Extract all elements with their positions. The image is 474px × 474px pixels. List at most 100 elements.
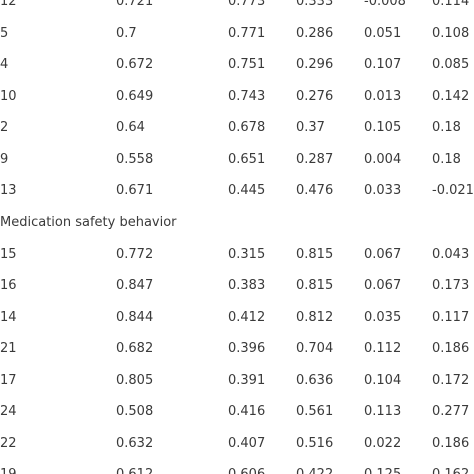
value-cell: 0.407 — [228, 435, 266, 451]
item-number: 14 — [0, 309, 17, 325]
value-cell: 0.067 — [364, 278, 402, 294]
value-cell: 0.022 — [364, 435, 402, 451]
value-cell: 0.043 — [432, 246, 470, 262]
table-row: 5 0.7 0.771 0.286 0.051 0.108 — [0, 18, 474, 50]
value-cell: 0.035 — [364, 309, 402, 325]
value-cell: 0.173 — [432, 278, 470, 294]
value-cell: 0.416 — [228, 404, 266, 420]
value-cell: 0.117 — [432, 309, 470, 325]
value-cell: 0.773 — [228, 0, 266, 10]
value-cell: 0.606 — [228, 466, 266, 474]
value-cell: 0.085 — [432, 57, 470, 73]
table-row: 21 0.682 0.396 0.704 0.112 0.186 — [0, 333, 474, 365]
value-cell: 0.815 — [296, 278, 334, 294]
item-number: 17 — [0, 372, 17, 388]
value-cell: 0.277 — [432, 404, 470, 420]
value-cell: 0.013 — [364, 88, 402, 104]
value-cell: 0.296 — [296, 57, 334, 73]
value-cell: 0.651 — [228, 151, 266, 167]
value-cell: 0.172 — [432, 372, 470, 388]
table-row: 14 0.844 0.412 0.812 0.035 0.117 — [0, 302, 474, 334]
value-cell: 0.004 — [364, 151, 402, 167]
value-cell: 0.751 — [228, 57, 266, 73]
value-cell: 0.561 — [296, 404, 334, 420]
value-cell: 0.508 — [116, 404, 154, 420]
value-cell: 0.276 — [296, 88, 334, 104]
table-row: 10 0.649 0.743 0.276 0.013 0.142 — [0, 81, 474, 113]
value-cell: 0.476 — [296, 183, 334, 199]
table-row: 24 0.508 0.416 0.561 0.113 0.277 — [0, 396, 474, 428]
item-number: 15 — [0, 246, 17, 262]
item-number: 4 — [0, 57, 9, 73]
value-cell: 0.558 — [116, 151, 154, 167]
value-cell: 0.636 — [296, 372, 334, 388]
section-label: Medication safety behavior — [0, 215, 177, 230]
value-cell: 0.105 — [364, 120, 402, 136]
value-cell: 0.383 — [228, 278, 266, 294]
value-cell: 0.18 — [432, 120, 461, 136]
value-cell: 0.682 — [116, 341, 154, 357]
table-row: 16 0.847 0.383 0.815 0.067 0.173 — [0, 270, 474, 302]
value-cell: 0.678 — [228, 120, 266, 136]
value-cell: 0.743 — [228, 88, 266, 104]
value-cell: 0.108 — [432, 25, 470, 41]
value-cell: 0.113 — [364, 404, 402, 420]
item-number: 2 — [0, 120, 9, 136]
item-number: 12 — [0, 0, 17, 10]
value-cell: 0.516 — [296, 435, 334, 451]
value-cell: 0.107 — [364, 57, 402, 73]
value-cell: 0.067 — [364, 246, 402, 262]
value-cell: 0.162 — [432, 466, 470, 474]
value-cell: 0.704 — [296, 341, 334, 357]
item-number: 9 — [0, 151, 9, 167]
value-cell: 0.287 — [296, 151, 334, 167]
item-number: 13 — [0, 183, 17, 199]
table-row: 22 0.632 0.407 0.516 0.022 0.186 — [0, 428, 474, 460]
value-cell: -0.021 — [432, 183, 474, 199]
value-cell: 0.672 — [116, 57, 154, 73]
value-cell: 0.186 — [432, 341, 470, 357]
value-cell: 0.64 — [116, 120, 145, 136]
value-cell: 0.112 — [364, 341, 402, 357]
value-cell: 0.649 — [116, 88, 154, 104]
table-row: 13 0.671 0.445 0.476 0.033 -0.021 — [0, 175, 474, 207]
table-row: 19 0.612 0.606 0.422 0.125 0.162 — [0, 459, 474, 474]
value-cell: 0.315 — [228, 246, 266, 262]
value-cell: 0.412 — [228, 309, 266, 325]
table-row: 17 0.805 0.391 0.636 0.104 0.172 — [0, 365, 474, 397]
item-number: 19 — [0, 466, 17, 474]
value-cell: 0.812 — [296, 309, 334, 325]
value-cell: 0.445 — [228, 183, 266, 199]
value-cell: 0.142 — [432, 88, 470, 104]
value-cell: 0.772 — [116, 246, 154, 262]
value-cell: 0.771 — [228, 25, 266, 41]
value-cell: 0.104 — [364, 372, 402, 388]
table-row: 2 0.64 0.678 0.37 0.105 0.18 — [0, 112, 474, 144]
item-number: 10 — [0, 88, 17, 104]
value-cell: 0.051 — [364, 25, 402, 41]
value-cell: 0.37 — [296, 120, 325, 136]
item-number: 21 — [0, 341, 17, 357]
value-cell: 0.7 — [116, 25, 137, 41]
value-cell: 0.805 — [116, 372, 154, 388]
section-row: Medication safety behavior — [0, 207, 474, 239]
table-row: 4 0.672 0.751 0.296 0.107 0.085 — [0, 49, 474, 81]
value-cell: 0.815 — [296, 246, 334, 262]
item-number: 5 — [0, 25, 9, 41]
value-cell: 0.186 — [432, 435, 470, 451]
table-row: 12 0.721 0.773 0.333 -0.008 0.114 — [0, 0, 474, 18]
value-cell: 0.422 — [296, 466, 334, 474]
value-cell: 0.286 — [296, 25, 334, 41]
value-cell: 0.612 — [116, 466, 154, 474]
value-cell: 0.847 — [116, 278, 154, 294]
table-row: 15 0.772 0.315 0.815 0.067 0.043 — [0, 239, 474, 271]
item-number: 22 — [0, 435, 17, 451]
value-cell: 0.721 — [116, 0, 154, 10]
value-cell: 0.632 — [116, 435, 154, 451]
table-row: 9 0.558 0.651 0.287 0.004 0.18 — [0, 144, 474, 176]
item-number: 16 — [0, 278, 17, 294]
value-cell: 0.125 — [364, 466, 402, 474]
value-cell: 0.391 — [228, 372, 266, 388]
